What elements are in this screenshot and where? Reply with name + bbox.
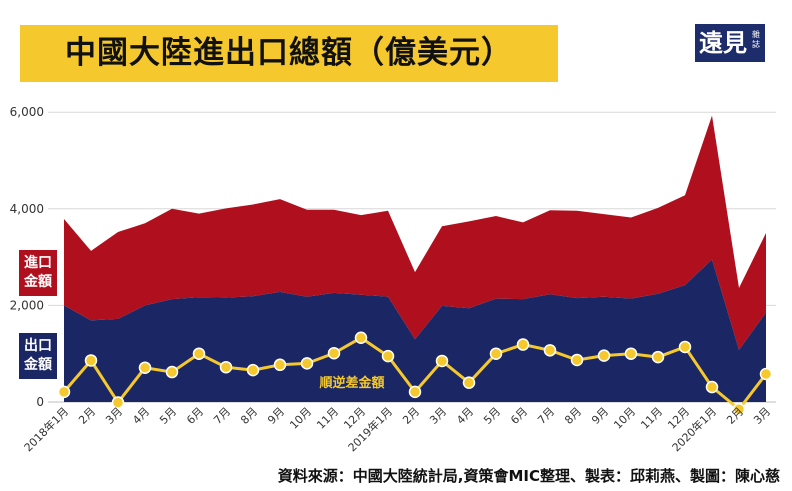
balance-point [489, 347, 503, 360]
x-tick-label: 2018年1月 [21, 404, 71, 454]
x-tick-label: 6月 [508, 405, 530, 427]
title-banner [20, 25, 558, 82]
x-tick-label: 8月 [238, 405, 260, 427]
brand-logo: 遠見 雜誌 [695, 24, 765, 62]
balance-point [246, 363, 260, 377]
logo-main-text: 遠見 [699, 28, 747, 57]
chart-title: 中國大陸進出口總額（億美元） [65, 35, 513, 71]
x-tick-label: 7月 [535, 405, 557, 427]
export-label-line2: 金額 [24, 357, 52, 373]
x-tick-label: 11月 [638, 405, 665, 432]
balance-point [192, 347, 206, 360]
balance-point [408, 385, 422, 399]
balance-point [570, 353, 584, 367]
balance-point [624, 347, 638, 360]
balance-point [705, 380, 719, 394]
export-area [64, 259, 766, 402]
x-tick-label: 11月 [314, 405, 341, 432]
x-tick-label: 10月 [287, 405, 314, 432]
balance-line-series: 順逆差金額 [57, 331, 773, 416]
balance-point [678, 340, 692, 354]
x-tick-label: 3月 [103, 405, 125, 427]
x-tick-label: 4月 [130, 405, 152, 427]
x-tick-label: 4月 [454, 405, 476, 427]
balance-point [651, 350, 665, 364]
import-label-line1: 進口 [24, 255, 52, 271]
balance-point [462, 376, 476, 389]
y-tick-label: 6,000 [10, 105, 44, 119]
x-tick-label: 6月 [184, 405, 206, 427]
balance-point [300, 357, 314, 370]
x-tick-label: 7月 [211, 405, 233, 427]
balance-point [57, 385, 71, 399]
balance-point [732, 402, 746, 416]
balance-point [435, 354, 449, 368]
balance-point [759, 367, 773, 381]
import-area [64, 115, 766, 350]
balance-point [219, 360, 233, 374]
y-tick-label: 4,000 [10, 202, 44, 216]
x-tick-label: 5月 [481, 405, 503, 427]
balance-point [273, 358, 287, 372]
balance-series-label: 順逆差金額 [319, 375, 384, 391]
export-label-line1: 出口 [24, 338, 52, 354]
x-tick-label: 5月 [157, 405, 179, 427]
source-note: 資料來源：中國大陸統計局,資策會MIC整理、製表：邱莉燕、製圖：陳心慈 [277, 467, 780, 485]
balance-point [138, 361, 152, 374]
balance-point [381, 349, 395, 363]
x-tick-label: 3月 [751, 405, 773, 427]
x-tick-label: 8月 [562, 405, 584, 427]
y-tick-label: 2,000 [10, 298, 44, 312]
balance-point [111, 396, 125, 409]
balance-point [327, 346, 341, 360]
x-tick-label: 3月 [427, 405, 449, 427]
import-label-line2: 金額 [24, 274, 52, 290]
x-tick-label: 2月 [400, 405, 422, 427]
x-tick-label: 9月 [265, 405, 287, 427]
export-legend-label: 出口 金額 [19, 333, 57, 379]
balance-point [597, 349, 611, 362]
y-tick-label: 0 [36, 395, 44, 409]
import-legend-label: 進口 金額 [19, 250, 57, 296]
area-series [64, 115, 766, 402]
x-tick-label: 9月 [589, 405, 611, 427]
balance-point [516, 338, 530, 351]
balance-point [84, 354, 98, 367]
logo-sub-text: 雜誌 [752, 30, 760, 49]
balance-point [354, 331, 368, 345]
x-tick-label: 10月 [611, 405, 638, 432]
x-tick-label: 2月 [76, 405, 98, 427]
balance-point [165, 365, 179, 379]
balance-point [543, 344, 557, 357]
